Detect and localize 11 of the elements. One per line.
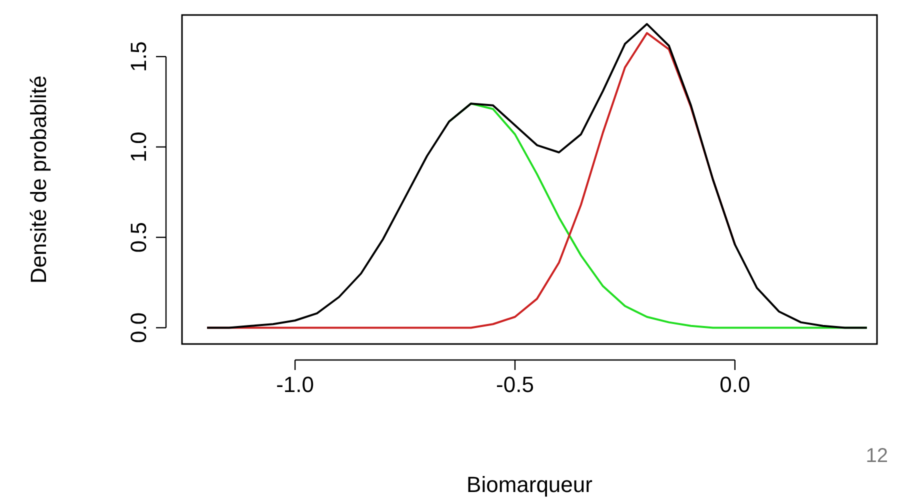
x-axis-title: Biomarqueur xyxy=(466,472,592,497)
y-tick-label: 0.5 xyxy=(126,222,151,253)
x-tick-label: 0.0 xyxy=(720,372,750,397)
y-axis-title: Densité de probablité xyxy=(26,76,51,284)
y-tick-label: 1.0 xyxy=(126,132,151,162)
x-tick-label: -0.5 xyxy=(496,372,534,397)
line-series xyxy=(206,23,868,329)
y-tick-label: 1.5 xyxy=(126,41,151,72)
x-tick-label: -1.0 xyxy=(276,372,314,397)
text: 12 xyxy=(866,445,888,467)
y-tick-label: 0.0 xyxy=(126,312,151,344)
